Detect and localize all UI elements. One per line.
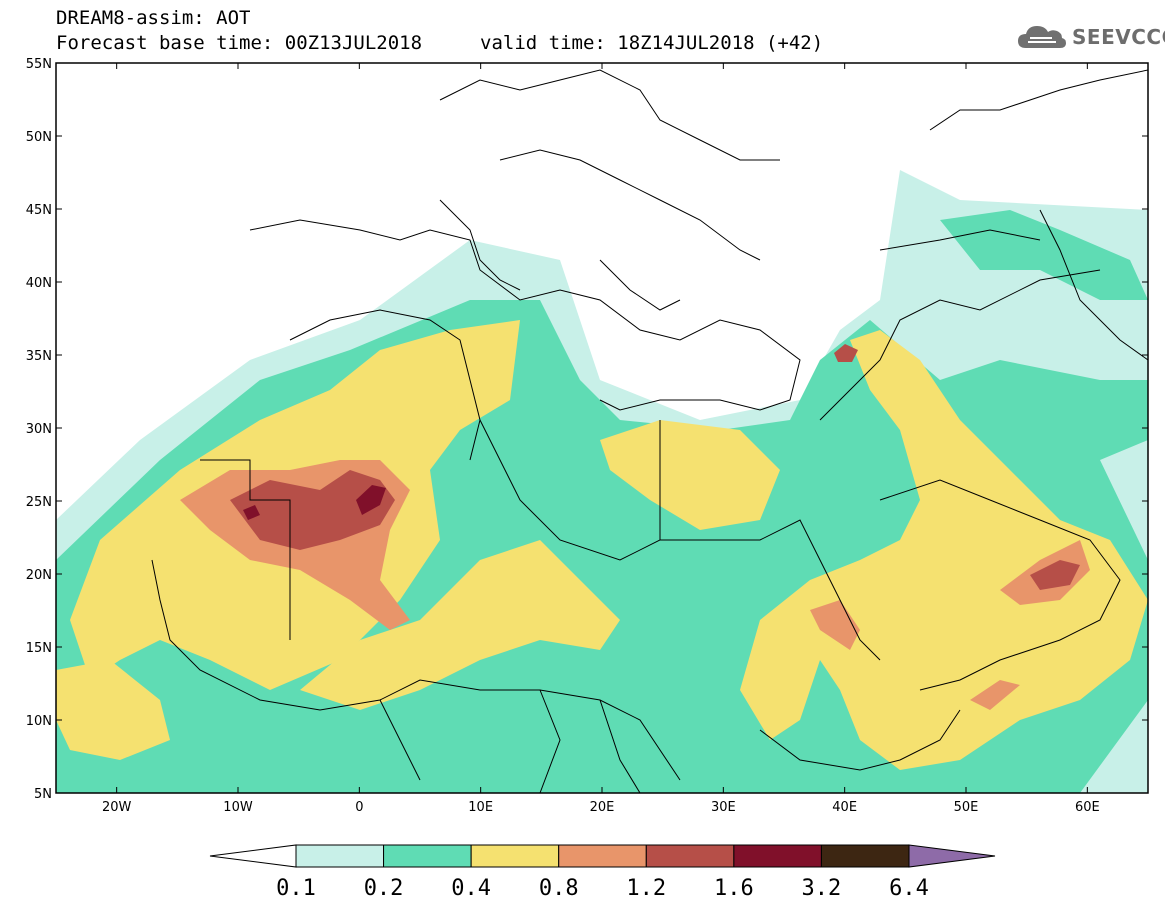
lon-label: 0 — [355, 800, 363, 815]
aot-field-1.6-b — [356, 485, 386, 515]
aot-field-0.8-yemen — [970, 680, 1020, 710]
lon-axis: 20W 10W 0 10E 20E 30E 40E 50E 60E — [102, 63, 1100, 815]
colorbar-labels: 0.1 0.2 0.4 0.8 1.2 1.6 3.2 6.4 — [276, 876, 929, 901]
seevccc-logo: SEEVCCC — [1016, 20, 1165, 54]
aot-field-1.2-w — [230, 470, 395, 550]
colorbar-swatch — [733, 844, 822, 868]
forecast-base-time: Forecast base time: 00Z13JUL2018 — [56, 32, 423, 54]
colorbar-label: 1.6 — [714, 876, 754, 901]
lon-label: 50E — [954, 800, 979, 815]
lat-label: 35N — [26, 349, 52, 364]
lat-label: 15N — [26, 641, 52, 656]
colorbar-label: 6.4 — [889, 876, 929, 901]
lat-label: 20N — [26, 568, 52, 583]
lat-label: 5N — [34, 787, 52, 802]
colorbar-swatch — [209, 844, 297, 868]
lat-label: 55N — [26, 57, 52, 72]
lon-label: 40E — [832, 800, 857, 815]
lat-label: 45N — [26, 203, 52, 218]
colorbar-boxes — [209, 844, 996, 868]
boundaries — [151, 69, 1148, 793]
cloud-icon — [1018, 26, 1066, 48]
colorbar-swatch — [820, 844, 910, 868]
colorbar-swatch — [645, 844, 735, 868]
aot-field-1.6-a — [243, 505, 260, 520]
lat-label: 10N — [26, 714, 52, 729]
aot-field-1.2-oman — [1030, 560, 1080, 590]
colorbar-label: 0.8 — [539, 876, 579, 901]
lon-label: 20W — [102, 800, 132, 815]
colorbar-label: 0.1 — [276, 876, 316, 901]
lat-label: 30N — [26, 422, 52, 437]
colorbar-label: 1.2 — [626, 876, 666, 901]
colorbar-swatch — [558, 844, 647, 868]
colorbar-swatch — [295, 844, 385, 868]
lon-label: 10E — [468, 800, 493, 815]
lon-label: 60E — [1075, 800, 1100, 815]
lon-label: 10W — [223, 800, 253, 815]
lon-label: 30E — [711, 800, 736, 815]
lat-label: 25N — [26, 495, 52, 510]
aot-field-0.2-north — [940, 210, 1148, 300]
aot-field-0.4-egypt — [600, 420, 780, 530]
valid-time: valid time: 18Z14JUL2018 (+42) — [480, 32, 824, 54]
aot-field-0.4-sahel — [300, 540, 620, 710]
colorbar-label: 0.4 — [451, 876, 491, 901]
lat-label: 40N — [26, 276, 52, 291]
colorbar-label: 3.2 — [802, 876, 842, 901]
colorbar-swatch — [383, 844, 472, 868]
colorbar-swatch — [470, 844, 560, 868]
aot-field-0.4-left-edge — [56, 660, 170, 760]
colorbar-swatch — [908, 844, 996, 868]
aot-field-0.4-arabia — [740, 330, 1148, 770]
aot-fields — [56, 63, 1148, 793]
aot-field-1.2-iraq — [834, 344, 858, 362]
lat-axis: 55N 50N 45N 40N 35N 30N 25N 20N 15N 10N 5N — [26, 57, 1148, 802]
logo-text: SEEVCCC — [1072, 25, 1165, 49]
colorbar-label: 0.2 — [364, 876, 404, 901]
aot-field-0.8-red — [810, 600, 860, 650]
lon-label: 20E — [590, 800, 615, 815]
lat-label: 50N — [26, 130, 52, 145]
chart-title: DREAM8-assim: AOT — [56, 7, 251, 29]
